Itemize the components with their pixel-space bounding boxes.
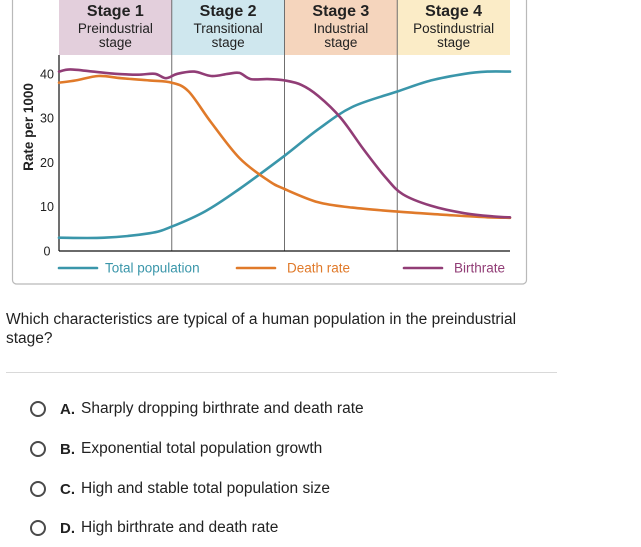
y-tick-label-20: 20 (40, 156, 54, 170)
question-text: Which characteristics are typical of a h… (6, 311, 517, 347)
option-d-text: High birthrate and death rate (81, 519, 279, 536)
stage-title-4: Stage 4 (425, 3, 482, 20)
stage-title-1: Stage 1 (87, 3, 144, 20)
y-tick-label-10: 10 (40, 200, 54, 214)
legend-label-total-population: Total population (105, 261, 200, 276)
legend-label-death-rate: Death rate (287, 261, 350, 276)
stage-subtitle-line2-2: stage (212, 35, 245, 50)
stage-band-4 (397, 0, 510, 55)
stage-subtitle-line2-4: stage (437, 35, 470, 50)
series-line-birthrate (57, 68, 512, 219)
y-axis-label: Rate per 1000 (21, 83, 36, 171)
radio-button-d[interactable] (30, 520, 46, 536)
stage-subtitle-line2-1: stage (99, 35, 132, 50)
y-tick-label-30: 30 (40, 112, 54, 126)
option-a-text: Sharply dropping birthrate and death rat… (81, 400, 364, 417)
stage-band-1 (59, 0, 172, 55)
stage-subtitle-line2-3: stage (324, 35, 357, 50)
radio-button-c[interactable] (30, 481, 46, 497)
series-line-death-rate (57, 74, 512, 220)
stage-band-3 (284, 0, 398, 55)
option-c-letter: C. (60, 480, 75, 498)
option-c[interactable]: C. High and stable total population size (30, 478, 330, 500)
stage-title-2: Stage 2 (200, 3, 257, 20)
option-d[interactable]: D. High birthrate and death rate (30, 517, 278, 539)
option-d-letter: D. (60, 519, 75, 537)
option-a[interactable]: A. Sharply dropping birthrate and death … (30, 398, 364, 420)
stage-band-2 (171, 0, 285, 55)
divider (6, 372, 557, 373)
radio-button-a[interactable] (30, 401, 46, 417)
option-c-text: High and stable total population size (81, 480, 331, 497)
stage-subtitle-line1-1: Preindustrial (78, 21, 153, 36)
stage-subtitle-line1-3: Industrial (313, 21, 368, 36)
option-b[interactable]: B. Exponential total population growth (30, 438, 322, 460)
option-b-letter: B. (60, 440, 75, 458)
series-line-total-population (57, 70, 512, 240)
option-a-letter: A. (60, 400, 75, 418)
y-tick-label-40: 40 (40, 67, 54, 81)
y-tick-label-0: 0 (44, 245, 51, 259)
stage-subtitle-line1-2: Transitional (193, 21, 262, 36)
stage-title-3: Stage 3 (312, 3, 369, 20)
radio-button-b[interactable] (30, 441, 46, 457)
legend-label-birthrate: Birthrate (454, 261, 505, 276)
chart-frame (11, 0, 528, 285)
stage-subtitle-line1-4: Postindustrial (413, 21, 494, 36)
option-b-text: Exponential total population growth (81, 440, 323, 457)
